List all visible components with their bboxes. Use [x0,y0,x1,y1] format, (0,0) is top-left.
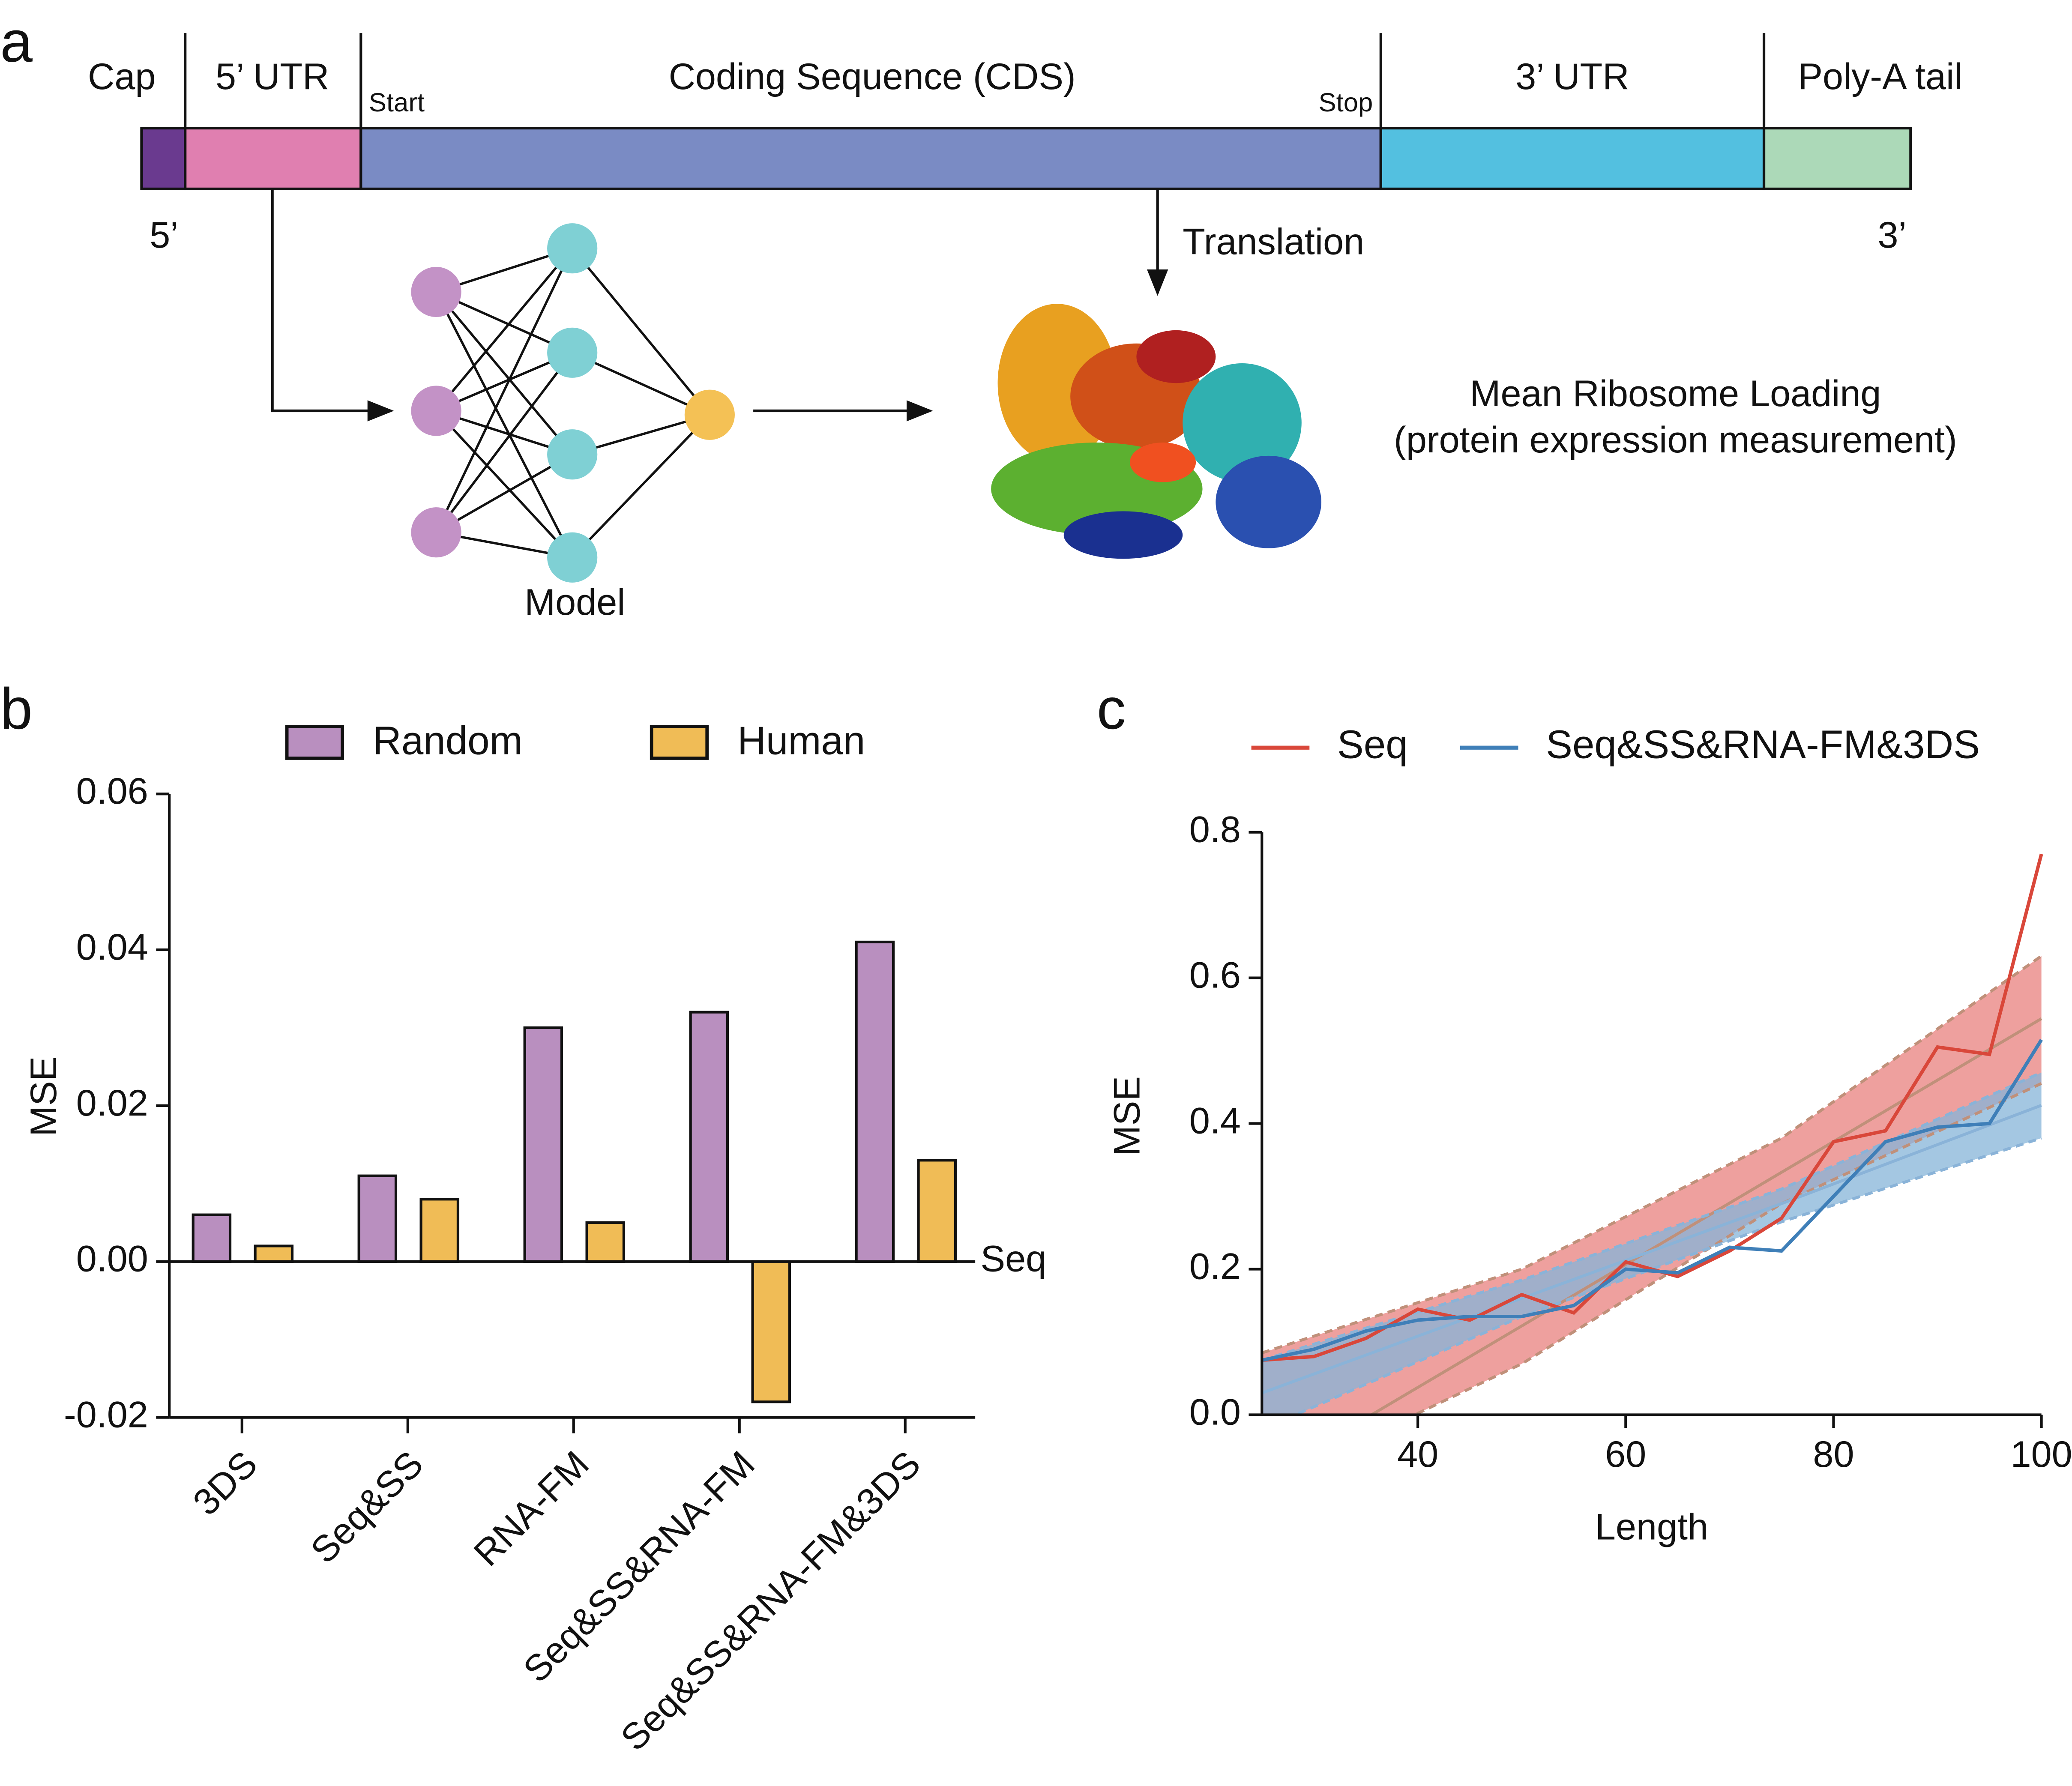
label: 3’ [1878,215,1907,256]
y-axis-label: MSE [1107,1076,1148,1156]
label: 5’ [150,215,178,256]
legend-label: Random [373,718,523,763]
x-tick-label: Seq&SS&RNA-FM&3DS [613,1443,928,1759]
utr3-seg [1379,127,1766,191]
legend-label: Human [737,718,865,763]
fit-line [1368,1017,2042,1415]
x-tick-label: RNA-FM [466,1443,597,1574]
data-line [1262,1038,2043,1362]
label: (protein expression measurement) [1394,419,1957,461]
confidence-band [1262,956,2042,1415]
fit-line [1262,1104,2042,1394]
label: Translation [1183,221,1364,262]
y-tick-label: 0.0 [1189,1391,1241,1433]
bar [357,1174,398,1263]
panel-c: c MSE Length Seq Seq&SS&RNA-FM&3DS 0.0 0.2 0… [1097,676,2072,1548]
bar [585,1221,626,1263]
label: 3’ UTR [1515,56,1629,97]
utr5-seg [184,127,362,191]
label: Cap [88,56,156,97]
y-tick-label: 0.4 [1189,1100,1241,1141]
band-edge [1262,954,2042,1355]
y-tick-label: 0.02 [76,1083,148,1124]
y-tick-label: 0.00 [76,1239,148,1280]
legend-label: Seq [1337,722,1408,767]
polya-seg [1762,127,1912,191]
cds-seg [359,127,1382,191]
bar [751,1260,791,1403]
cap-seg [140,127,187,191]
y-tick-label: 0.6 [1189,954,1241,996]
y-tick-label: 0.2 [1189,1246,1241,1287]
legend-label: Seq&SS&RNA-FM&3DS [1546,722,1980,767]
annotation: Seq [980,1239,1046,1280]
plot-area [1262,853,2043,1415]
panel-letter: a [0,9,33,74]
bar [523,1026,563,1263]
x-tick-label: 80 [1813,1434,1854,1475]
panel-b: b MSE Seq -0.02 0.00 0.02 0.04 0.06 3DS Seq&SS R… [0,676,1046,1759]
arrow [271,188,394,422]
band-edge [1411,1082,2042,1415]
band-edge [1262,1071,2042,1362]
label: Mean Ribosome Loading [1470,373,1881,414]
x-tick-label: 60 [1605,1434,1646,1475]
x-tick-label: 3DS [185,1443,265,1523]
y-tick-label: 0.04 [76,927,148,968]
label: Start [369,88,425,117]
legend-swatch [285,725,344,760]
bar [855,940,895,1263]
bar [917,1159,957,1263]
x-tick-label: Seq&SS [303,1443,431,1571]
separators [184,33,1766,129]
y-axis-label: MSE [23,1056,64,1137]
panel-a: a Cap 5’ UTR Start Coding Sequence (CDS)… [0,9,1962,623]
bar [419,1198,460,1263]
x-axis-label: Length [1595,1507,1708,1548]
label: Model [524,582,625,623]
panel-letter: b [0,676,32,741]
y-tick-label: -0.02 [64,1394,148,1435]
x-tick-label: 100 [2011,1434,2072,1475]
confidence-band [1262,1072,2042,1415]
label: Poly-A tail [1798,56,1962,97]
panel-letter: c [1097,676,1126,741]
label: Stop [1318,88,1373,117]
data-line [1262,853,2043,1362]
legend-swatch [650,725,709,760]
network-edges [435,247,711,559]
bar [192,1213,232,1263]
y-tick-label: 0.06 [76,771,148,812]
label: Coding Sequence (CDS) [669,56,1076,97]
label: 5’ UTR [216,56,329,97]
protein [991,304,1322,559]
bar [689,1011,729,1263]
bar [254,1245,294,1263]
y-tick-label: 0.8 [1189,809,1241,850]
network-nodes [411,223,735,583]
x-tick-label: 40 [1397,1434,1438,1475]
